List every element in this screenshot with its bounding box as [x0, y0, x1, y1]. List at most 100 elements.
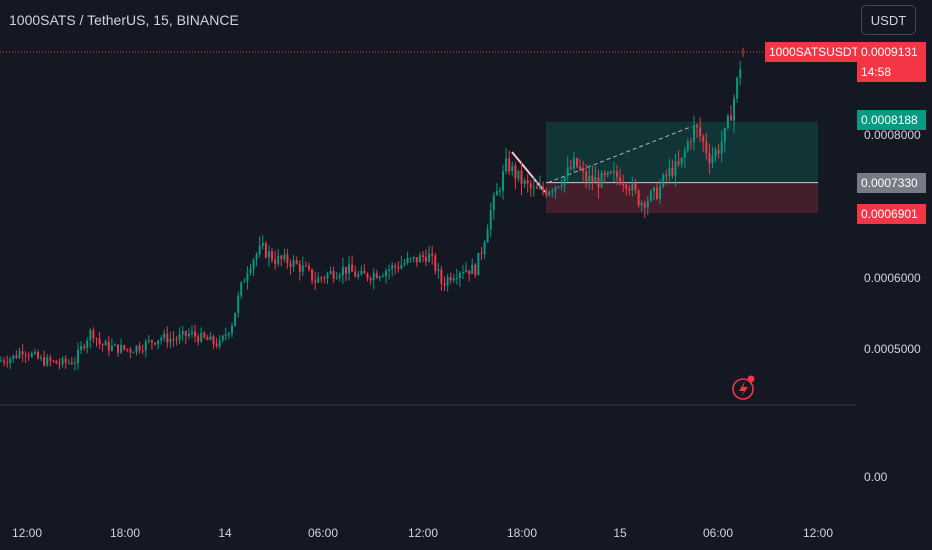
candle-body — [628, 188, 631, 191]
candle-body — [227, 333, 230, 335]
candle-body — [221, 336, 224, 340]
candle-body — [425, 256, 427, 262]
candle-body — [366, 273, 369, 279]
candle-body — [736, 77, 739, 99]
candle-body — [508, 158, 511, 172]
candle-body — [591, 175, 594, 182]
candle-body — [30, 353, 33, 357]
candle-body — [206, 337, 209, 340]
candle-body — [268, 251, 270, 258]
candle-body — [637, 190, 640, 206]
candle-body — [502, 171, 504, 191]
candle-body — [665, 174, 668, 176]
candle-body — [674, 161, 677, 176]
candle-body — [360, 270, 363, 275]
candle-body — [33, 352, 36, 354]
alert-icon[interactable] — [732, 375, 755, 400]
long-position-stop-zone[interactable] — [546, 182, 818, 214]
x-tick-label: 18:00 — [109, 526, 141, 540]
candle-body — [289, 263, 292, 267]
candle-body — [163, 333, 166, 339]
candle-body — [717, 149, 720, 154]
candle-body — [12, 355, 15, 359]
candle-body — [298, 263, 301, 272]
candle-body — [452, 278, 455, 281]
candle-body — [680, 157, 683, 165]
candle-body — [175, 339, 178, 341]
x-tick-label: 12:00 — [802, 526, 834, 540]
candle-body — [120, 345, 123, 353]
candle-body — [323, 278, 326, 279]
candle-body — [495, 191, 498, 196]
candle-body — [320, 277, 323, 279]
candle-body — [381, 275, 384, 277]
candle-body — [711, 156, 714, 163]
candle-body — [354, 271, 357, 277]
candle-body — [539, 186, 541, 189]
candle-body — [526, 180, 529, 184]
candle-body — [594, 177, 597, 182]
candle-body — [40, 357, 42, 359]
long-position-target-zone[interactable] — [546, 121, 818, 183]
candle-body — [649, 191, 652, 201]
candle-body — [369, 278, 372, 281]
candle-body — [385, 270, 387, 276]
candle-body — [576, 158, 578, 167]
last-price-label: 0.0009131 — [857, 42, 926, 62]
candle-body — [6, 362, 9, 364]
candle-body — [597, 177, 600, 188]
candle-body — [492, 195, 495, 211]
candle-body — [215, 343, 218, 347]
candle-body — [357, 274, 360, 277]
candle-body — [480, 252, 483, 254]
candle-body — [181, 331, 184, 335]
candle-body — [107, 341, 110, 351]
candle-body — [243, 281, 246, 283]
candle-body — [187, 333, 190, 336]
candle-body — [261, 243, 264, 246]
candle-body — [117, 344, 119, 353]
candle-body — [465, 270, 468, 272]
candle-body — [520, 170, 523, 184]
candle-body — [169, 338, 172, 343]
candle-body — [689, 141, 692, 143]
candle-body — [92, 330, 95, 339]
candle-body — [625, 184, 628, 189]
candle-body — [332, 271, 335, 279]
candle-body — [348, 264, 350, 274]
candle-body — [563, 176, 566, 186]
candle-body — [532, 187, 535, 189]
candle-body — [311, 269, 314, 281]
y-tick-label: 0.0008000 — [864, 128, 921, 142]
candle-body — [699, 127, 702, 137]
candle-body — [295, 260, 298, 264]
chart-title: 1000SATS / TetherUS, 15, BINANCE — [9, 12, 239, 28]
candle-body — [46, 357, 49, 366]
candle-body — [585, 171, 588, 182]
candle-body — [70, 362, 73, 365]
candle-body — [283, 254, 286, 260]
candle-body — [455, 278, 458, 279]
candle-body — [258, 245, 261, 255]
candle-body — [286, 254, 289, 264]
candle-body — [264, 243, 267, 258]
candle-body — [400, 264, 403, 269]
candle-body — [200, 332, 203, 342]
candle-body — [542, 186, 545, 192]
candle-body — [126, 348, 129, 350]
candle-body — [616, 171, 618, 178]
currency-button[interactable]: USDT — [861, 5, 916, 35]
candle-body — [197, 336, 200, 342]
candle-body — [723, 128, 726, 143]
candle-body — [653, 187, 655, 192]
candles — [0, 47, 744, 371]
candle-body — [468, 270, 471, 275]
candle-body — [671, 168, 674, 176]
candle-body — [619, 177, 622, 184]
candle-body — [147, 340, 150, 342]
symbol-label: 1000SATSUSDT — [765, 42, 863, 62]
candle-body — [123, 345, 126, 349]
candle-body — [677, 161, 680, 165]
candle-body — [27, 355, 30, 357]
